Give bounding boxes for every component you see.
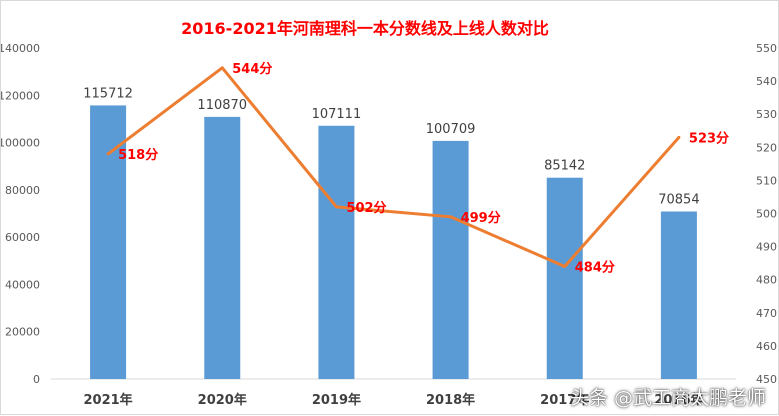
bar-value-label: 115712 [83,86,133,101]
score-label: 544分 [232,61,272,77]
bar [204,116,241,379]
score-line [107,66,681,268]
score-label: 484分 [575,259,615,275]
chart-title: 2016-2021年河南理科一本分数线及上线人数对比 [181,19,549,38]
x-category-label: 2019年 [312,392,361,408]
bar [546,177,583,379]
y-right-tick-label: 510 [756,174,777,187]
y-right-tick-label: 480 [756,274,777,287]
x-category-label: 2021年 [83,392,132,408]
y-right-tick-label: 530 [756,108,777,121]
score-point [563,264,567,268]
y-right-tick-label: 470 [756,307,777,320]
score-point [106,152,110,156]
axes-layer: 0 20000 40000 60000 80000 100000 120000 140000 4… [1,42,777,408]
y-right-tick-label: 490 [756,241,777,254]
watermark: 头条 @武工商太鹏老师 [569,387,766,409]
bar-value-label: 100709 [426,122,476,137]
labels-layer: 115712 110870 107111 100709 85142 70854 518分 54… [83,61,729,276]
y-right-tick-label: 500 [756,208,777,221]
score-label: 502分 [346,200,386,216]
bar-value-label: 85142 [544,159,585,174]
y-left-tick-label: 100000 [1,137,40,150]
bar [90,105,127,380]
bars-layer [90,105,697,380]
line-layer [106,66,681,268]
y-right-tick-label: 450 [756,373,777,386]
score-label: 518分 [118,147,158,163]
score-point [449,215,453,219]
y-left-tick-label: 140000 [1,42,40,55]
bar [318,125,355,379]
y-left-tick-label: 80000 [5,184,40,197]
y-right-tick-label: 540 [756,75,777,88]
y-right-tick-label: 460 [756,340,777,353]
bar [660,211,697,379]
y-left-tick-label: 0 [33,373,40,386]
bar-value-label: 107111 [312,107,362,122]
score-point [220,66,224,70]
score-point [677,135,681,139]
score-point [334,205,338,209]
score-label: 499分 [461,210,501,226]
bar-value-label: 110870 [197,98,247,113]
x-category-label: 2017年 [540,392,589,408]
score-label: 523分 [689,130,729,146]
y-left-tick-label: 20000 [5,326,40,339]
y-left-tick-label: 120000 [1,89,40,102]
x-category-label: 2020年 [198,392,247,408]
y-left-tick-label: 40000 [5,278,40,291]
bar-value-label: 70854 [658,192,699,207]
bar [432,140,469,379]
y-right-tick-label: 520 [756,141,777,154]
x-category-label: 2018年 [426,392,475,408]
y-right-tick-label: 550 [756,42,777,55]
x-category-label: 2016年 [654,392,703,408]
y-left-tick-label: 60000 [5,231,40,244]
